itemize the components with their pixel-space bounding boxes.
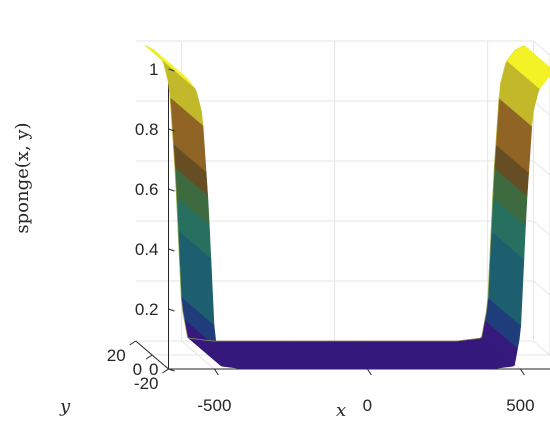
z-tick-label: 0.4: [135, 240, 159, 259]
y-axis-label: y: [59, 396, 71, 417]
z-tick-label: 0.8: [135, 120, 159, 139]
z-tick-label: 0: [149, 360, 158, 379]
z-axis-label: sponge(x, y): [12, 122, 33, 233]
z-tick-label: 0.2: [135, 300, 159, 319]
z-tick-label: 1: [149, 60, 158, 79]
y-tick-label: 0: [133, 360, 142, 379]
y-tick-mark: [162, 368, 169, 374]
y-tick-label: 20: [107, 346, 126, 365]
grid-line: [533, 220, 550, 236]
y-tick-label: -20: [134, 374, 159, 393]
x-tick-label: -500: [197, 396, 231, 415]
z-tick-mark: [168, 188, 175, 192]
x-tick-mark: [519, 368, 525, 376]
grid-line: [533, 280, 550, 296]
grid-line: [533, 100, 550, 116]
grid-line: [533, 160, 550, 176]
z-tick-label: 0.6: [135, 180, 159, 199]
x-tick-label: 0: [363, 396, 372, 415]
z-tick-mark: [168, 68, 175, 72]
z-tick-mark: [168, 128, 175, 132]
x-tick-mark: [213, 368, 219, 376]
y-tick-mark: [129, 340, 136, 346]
surface: [144, 45, 550, 370]
x-tick-label: 500: [506, 396, 534, 415]
x-axis-label: x: [336, 400, 346, 421]
z-tick-mark: [168, 248, 175, 252]
z-tick-mark: [168, 368, 175, 372]
x-tick-mark: [366, 368, 372, 376]
surface-rim: [144, 45, 525, 342]
z-tick-mark: [168, 308, 175, 312]
y-tick-mark: [145, 354, 153, 360]
